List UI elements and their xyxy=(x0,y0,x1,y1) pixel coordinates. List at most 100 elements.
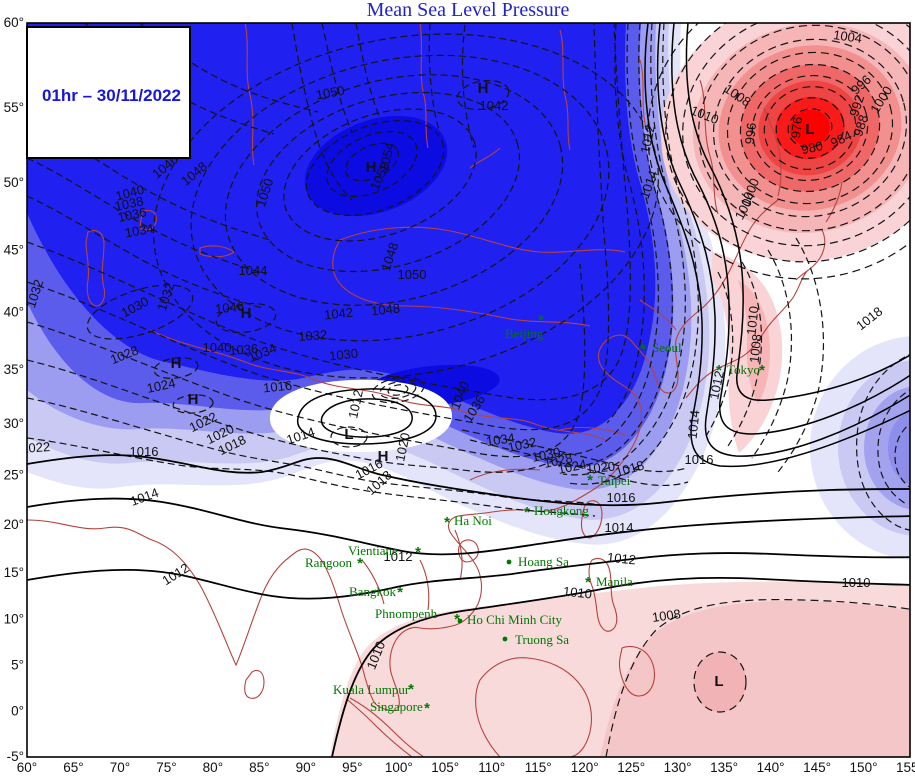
isobar-dashed-loop xyxy=(379,380,417,400)
lon-tick-label: 95° xyxy=(342,760,362,775)
city-marker-star: * xyxy=(524,504,530,521)
coastline-mainland-asia xyxy=(27,199,779,712)
isobars-dashed xyxy=(27,23,910,757)
coastlines xyxy=(27,23,843,757)
city-marker-star: * xyxy=(397,584,403,601)
city-label: Singapore xyxy=(370,699,423,714)
isobar-solid-1010 xyxy=(331,576,910,757)
isobar-dashed xyxy=(27,437,596,517)
isobar-solid-band-1012 xyxy=(656,23,910,457)
city-marker-star: * xyxy=(716,362,722,379)
city-label: Truong Sa xyxy=(515,632,569,647)
city-label: Vientiane xyxy=(348,543,398,558)
isobar-dashed xyxy=(27,23,319,309)
isobar-dashed-loop xyxy=(693,651,747,713)
city-label: Beijing xyxy=(505,326,544,341)
isobar-label: 1014 xyxy=(605,520,634,535)
lon-tick-label: 85° xyxy=(249,760,269,775)
isobar-dashed xyxy=(551,23,659,456)
city-marker-dot xyxy=(502,636,508,642)
latitude-axis: 60° 55° 50° 45° 40° 35° 30° 25° 20° 15° 10° 5° 0° -5° xyxy=(4,15,24,764)
coastline-mindanao xyxy=(618,645,656,697)
isobar-dashed-loop xyxy=(172,394,214,414)
isobar-label: 1032 xyxy=(298,327,328,344)
shade-pink-south-deep xyxy=(600,600,910,757)
isobar-label: 1010 xyxy=(842,575,871,590)
coastline-luzon xyxy=(588,557,618,632)
city-marker-star: * xyxy=(585,574,591,591)
isobar-dashed-ring xyxy=(665,23,910,263)
isobar-label: 1044 xyxy=(239,263,268,278)
isobar-dashed xyxy=(606,23,645,424)
isobar-solid-1012 xyxy=(27,552,910,600)
lon-tick-label: 125° xyxy=(617,760,645,775)
city-label: Ha Noi xyxy=(454,513,492,528)
isobar-label: 980 xyxy=(800,138,824,157)
isobar-dashed xyxy=(461,429,689,486)
isobar-label: 1010 xyxy=(744,305,762,335)
river-lines xyxy=(244,23,719,611)
page-title: Mean Sea Level Pressure xyxy=(367,0,570,21)
isobar-label: 1012 xyxy=(345,388,366,419)
isobar-dashed xyxy=(705,237,825,473)
isobar-solid-1014 xyxy=(27,497,910,556)
isobar-label: 1020 xyxy=(392,431,413,462)
city-label: Seoul xyxy=(652,340,682,355)
isobar-label: 1012 xyxy=(706,369,727,400)
lat-tick-label: 10° xyxy=(4,612,24,627)
city-label: Hongkong xyxy=(534,503,589,518)
isobar-dashed xyxy=(27,359,566,473)
lat-tick-label: 50° xyxy=(4,175,24,190)
isobars-solid xyxy=(27,23,910,757)
lon-tick-label: 60° xyxy=(17,760,37,775)
isobar-label: 988 xyxy=(850,113,871,138)
isobar-label: 1030 xyxy=(328,346,358,364)
isobar-label: 1012 xyxy=(637,123,658,154)
lat-tick-label: 20° xyxy=(4,517,24,532)
pressure-center-L: L xyxy=(714,673,723,690)
lat-tick-label: 45° xyxy=(4,243,24,258)
isobar-label: 1010 xyxy=(562,584,592,602)
isobar-label: 992 xyxy=(846,93,867,118)
isobar-dashed-ring xyxy=(787,108,833,148)
city-label: Ho Chi Minh City xyxy=(467,612,562,627)
isobar-label: 1016 xyxy=(262,378,292,396)
isobar-dashed-loop xyxy=(215,302,277,334)
isobar-label: 1032 xyxy=(506,434,537,455)
isobar-label: 1028 xyxy=(542,450,573,471)
isobar-label: 1022 xyxy=(21,439,51,456)
city-marker-star: * xyxy=(587,472,593,489)
isobar-dashed xyxy=(27,23,610,431)
coastline-borneo xyxy=(475,657,593,757)
shade-pink-japan-inner xyxy=(738,280,770,404)
lon-tick-label: 140° xyxy=(757,760,785,775)
shade-red-low xyxy=(661,23,910,262)
pressure-center-H: H xyxy=(478,80,489,97)
isobar-solid-band-1010 xyxy=(671,23,910,435)
isobar-label: 1034 xyxy=(485,430,516,449)
isobar-label: 1008 xyxy=(651,606,682,625)
isobar-label: 1048 xyxy=(370,301,400,319)
isobar-solid-band-1008 xyxy=(685,23,910,402)
city-marker-star: * xyxy=(415,544,421,561)
info-box: 01hr – 30/11/2022 xyxy=(26,26,191,159)
city-marker-star: * xyxy=(759,362,765,379)
isobar-label: 1040 xyxy=(203,340,232,355)
pressure-center-L: L xyxy=(805,121,814,138)
isobar-dashed-loop xyxy=(326,130,418,198)
isobar-label: 1016 xyxy=(607,490,636,505)
isobar-label: 1042 xyxy=(480,98,509,113)
lon-tick-label: 155° xyxy=(896,760,915,775)
isobar-label: 1004 xyxy=(832,27,863,46)
lon-tick-label: 150° xyxy=(850,760,878,775)
lon-tick-label: 90° xyxy=(296,760,316,775)
lon-tick-label: 120° xyxy=(571,760,599,775)
city-marker-star: * xyxy=(424,700,430,717)
lat-tick-label: 30° xyxy=(4,416,24,431)
lat-tick-label: -5° xyxy=(7,749,24,764)
isobar-dashed-1008-south xyxy=(605,598,910,757)
lon-tick-label: 135° xyxy=(710,760,738,775)
isobar-label: 1024 xyxy=(556,456,587,477)
lon-tick-label: 65° xyxy=(63,760,83,775)
